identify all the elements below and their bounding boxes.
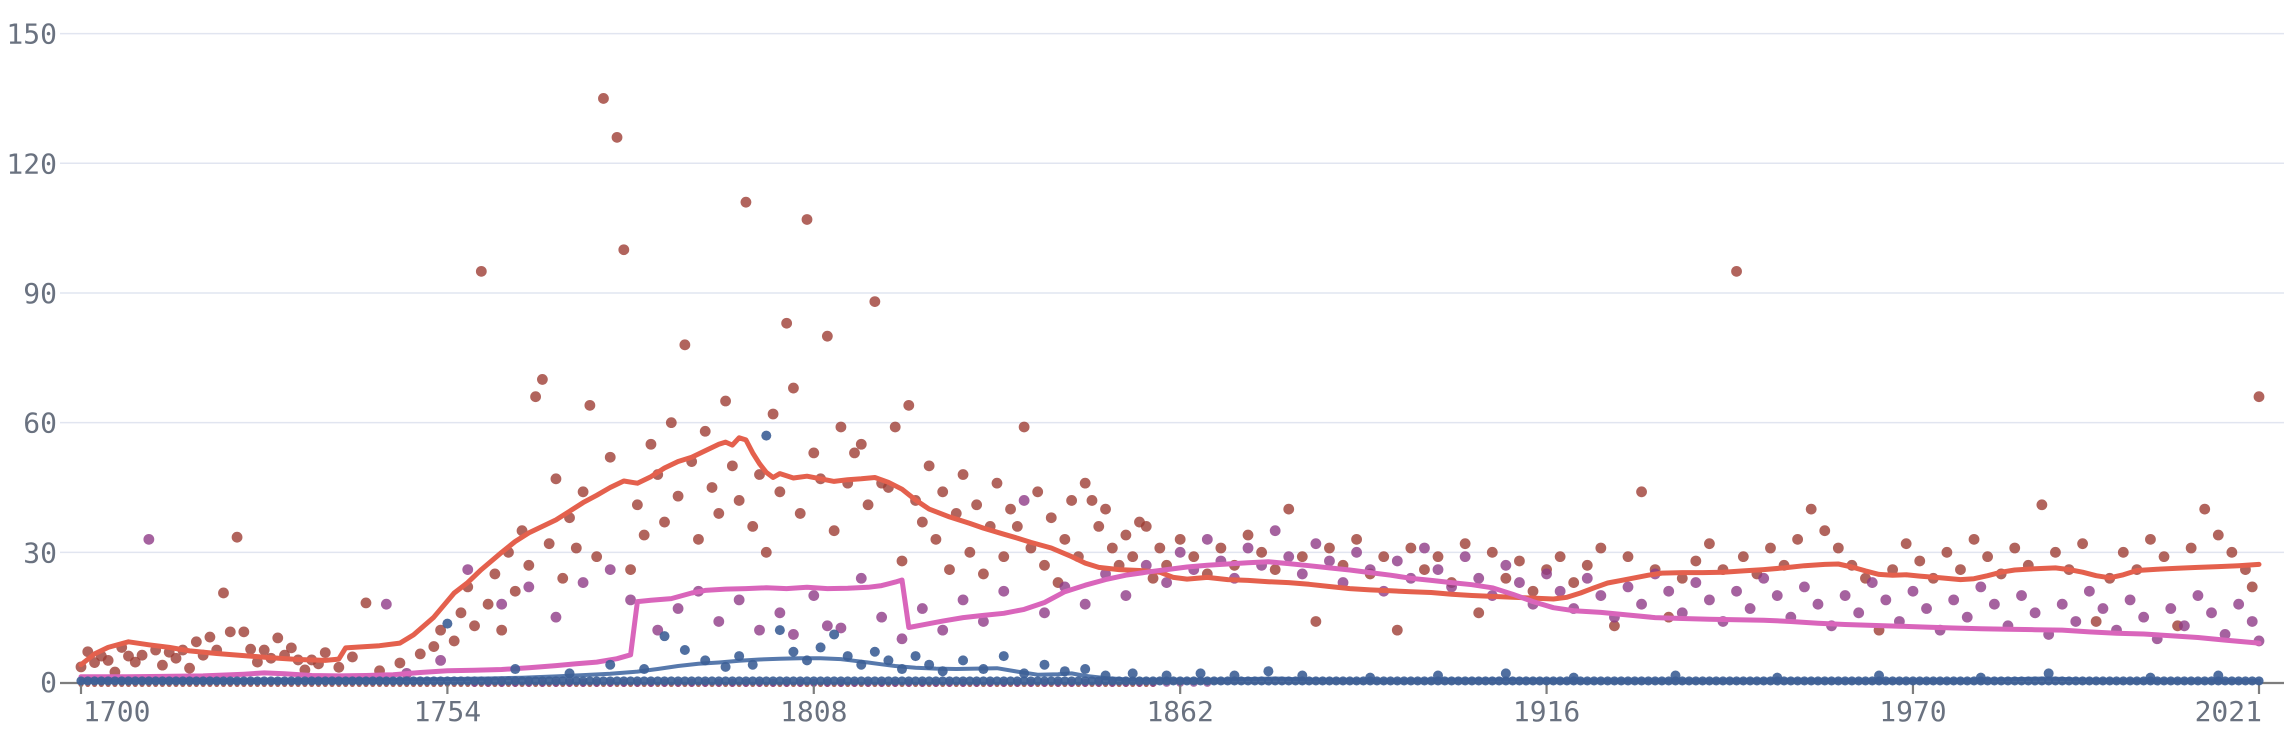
y-tick-label: 60: [23, 407, 57, 440]
x-tick-label: 1862: [1146, 695, 1213, 728]
x-tick-label: 1700: [83, 695, 150, 728]
red-trend-line: [78, 435, 2262, 668]
y-tick-label: 120: [6, 147, 57, 180]
y-tick-label: 0: [40, 666, 57, 699]
x-tick-label: 1916: [1513, 695, 1580, 728]
x-axis-labels: 1700 1754 1808 1862 1916 1970 2021: [83, 695, 2262, 728]
gridlines: [60, 32, 2284, 554]
y-axis-labels: 0 30 60 90 120 150: [6, 18, 57, 699]
y-tick-label: 30: [23, 536, 57, 569]
blue-zero-baseline-points: [76, 676, 2264, 686]
pink-trend-line: [78, 559, 2262, 680]
y-tick-label: 90: [23, 277, 57, 310]
x-tick-label: 1970: [1879, 695, 1946, 728]
x-tick-label: 2021: [2195, 695, 2262, 728]
x-tick-label: 1754: [414, 695, 481, 728]
x-tick-label: 1808: [780, 695, 847, 728]
blue-points: [442, 430, 2224, 683]
y-tick-label: 150: [6, 18, 57, 51]
red-points: [75, 93, 2265, 678]
